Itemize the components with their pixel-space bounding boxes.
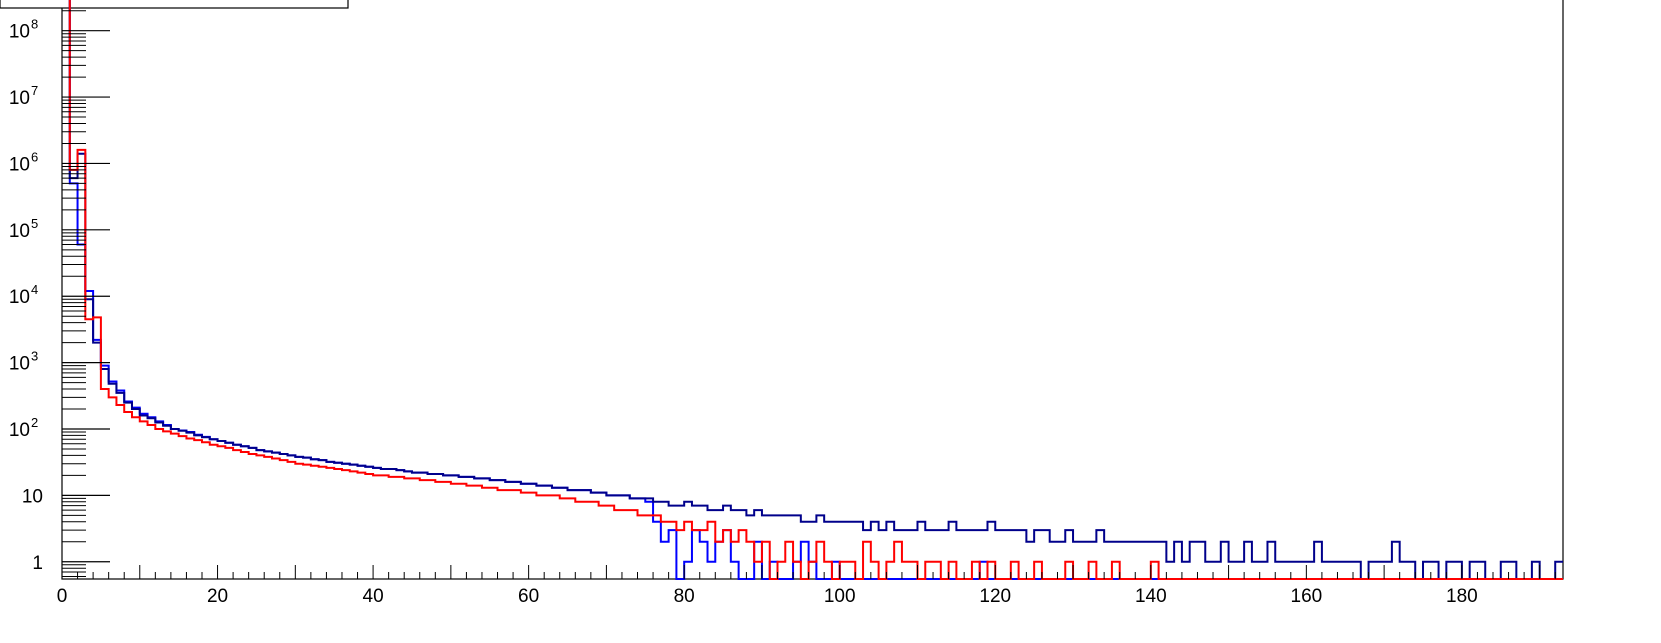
x-tick-label: 140 — [1135, 586, 1167, 607]
x-tick-label: 100 — [824, 586, 856, 607]
x-tick-label: 40 — [363, 586, 384, 607]
y-tick-label: 10 — [9, 22, 30, 43]
y-tick-label: 10 — [9, 88, 30, 109]
y-tick-label: 10 — [22, 486, 43, 507]
y-tick-exponent: 3 — [31, 349, 38, 364]
series-layer — [62, 0, 1563, 580]
x-tick-label: 180 — [1446, 586, 1478, 607]
x-tick-label: 0 — [57, 586, 68, 607]
y-tick-exponent: 8 — [31, 17, 38, 32]
stats-box — [0, 0, 349, 9]
y-tick-label: 10 — [9, 154, 30, 175]
y-tick-exponent: 6 — [31, 149, 38, 164]
y-tick-label: 10 — [9, 354, 30, 375]
plot-frame — [61, 0, 1564, 580]
series-0-line — [62, 0, 1563, 580]
series-1-line — [62, 0, 1563, 580]
y-tick-exponent: 4 — [31, 282, 38, 297]
y-tick-exponent: 7 — [31, 83, 38, 98]
x-tick-label: 80 — [674, 586, 695, 607]
y-tick-label: 10 — [9, 287, 30, 308]
y-tick-label: 10 — [9, 420, 30, 441]
series-2-line — [62, 0, 1563, 580]
x-tick-label: 120 — [979, 586, 1011, 607]
x-tick-label: 20 — [207, 586, 228, 607]
x-tick-label: 160 — [1291, 586, 1323, 607]
y-tick-exponent: 2 — [31, 415, 38, 430]
y-tick-label: 1 — [32, 553, 43, 574]
y-tick-label: 10 — [9, 221, 30, 242]
x-tick-label: 60 — [518, 586, 539, 607]
y-tick-exponent: 5 — [31, 216, 38, 231]
